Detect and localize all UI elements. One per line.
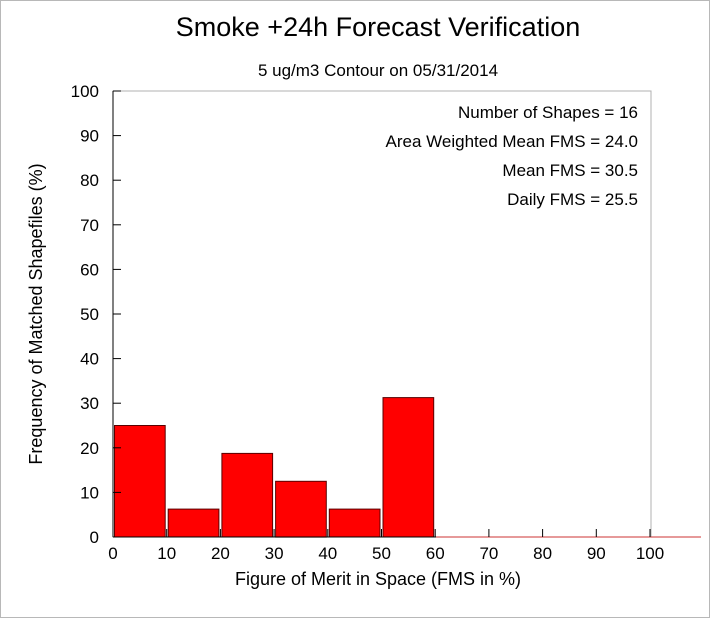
histogram-bar: [221, 452, 274, 538]
x-axis-label: Figure of Merit in Space (FMS in %): [235, 569, 521, 589]
x-tick-label: 30: [265, 544, 284, 563]
y-tick-label: 100: [71, 82, 99, 101]
histogram-bar: [382, 397, 435, 538]
stats-annotation-group: Number of Shapes = 16 Area Weighted Mean …: [386, 103, 638, 209]
chart-subtitle: 5 ug/m3 Contour on 05/31/2014: [258, 61, 498, 80]
x-tick-label: 40: [318, 544, 337, 563]
x-tick-label: 80: [533, 544, 552, 563]
x-tick-group: 0 10 20 30 40 50 60 70 80 90 100: [108, 529, 664, 563]
y-tick-label: 10: [80, 483, 99, 502]
stats-annotation: Daily FMS = 25.5: [507, 190, 638, 209]
stats-annotation: Mean FMS = 30.5: [502, 161, 638, 180]
y-tick-label: 0: [90, 528, 99, 547]
bar-group: [114, 397, 435, 538]
histogram-bar: [275, 480, 327, 538]
x-tick-label: 100: [636, 544, 664, 563]
chart-title: Smoke +24h Forecast Verification: [176, 12, 580, 42]
x-tick-label: 60: [426, 544, 445, 563]
y-tick-label: 90: [80, 127, 99, 146]
x-tick-label: 0: [108, 544, 117, 563]
x-tick-label: 10: [157, 544, 176, 563]
y-tick-label: 60: [80, 260, 99, 279]
stats-annotation: Area Weighted Mean FMS = 24.0: [386, 132, 638, 151]
plot-frame: [112, 90, 652, 538]
y-tick-label: 20: [80, 439, 99, 458]
x-tick-label: 70: [479, 544, 498, 563]
y-tick-label: 40: [80, 350, 99, 369]
y-tick-label: 50: [80, 305, 99, 324]
y-tick-group: 0 10 20 30 40 50 60 70 80 90 100: [71, 82, 121, 547]
y-axis-label: Frequency of Matched Shapefiles (%): [26, 163, 46, 464]
y-tick-label: 80: [80, 171, 99, 190]
histogram-bar: [328, 508, 381, 538]
stats-annotation: Number of Shapes = 16: [458, 103, 638, 122]
x-tick-label: 20: [211, 544, 230, 563]
x-tick-label: 90: [587, 544, 606, 563]
y-tick-label: 70: [80, 216, 99, 235]
histogram-bar: [114, 425, 166, 538]
x-tick-label: 50: [372, 544, 391, 563]
histogram-bar: [167, 508, 220, 538]
y-tick-label: 30: [80, 394, 99, 413]
